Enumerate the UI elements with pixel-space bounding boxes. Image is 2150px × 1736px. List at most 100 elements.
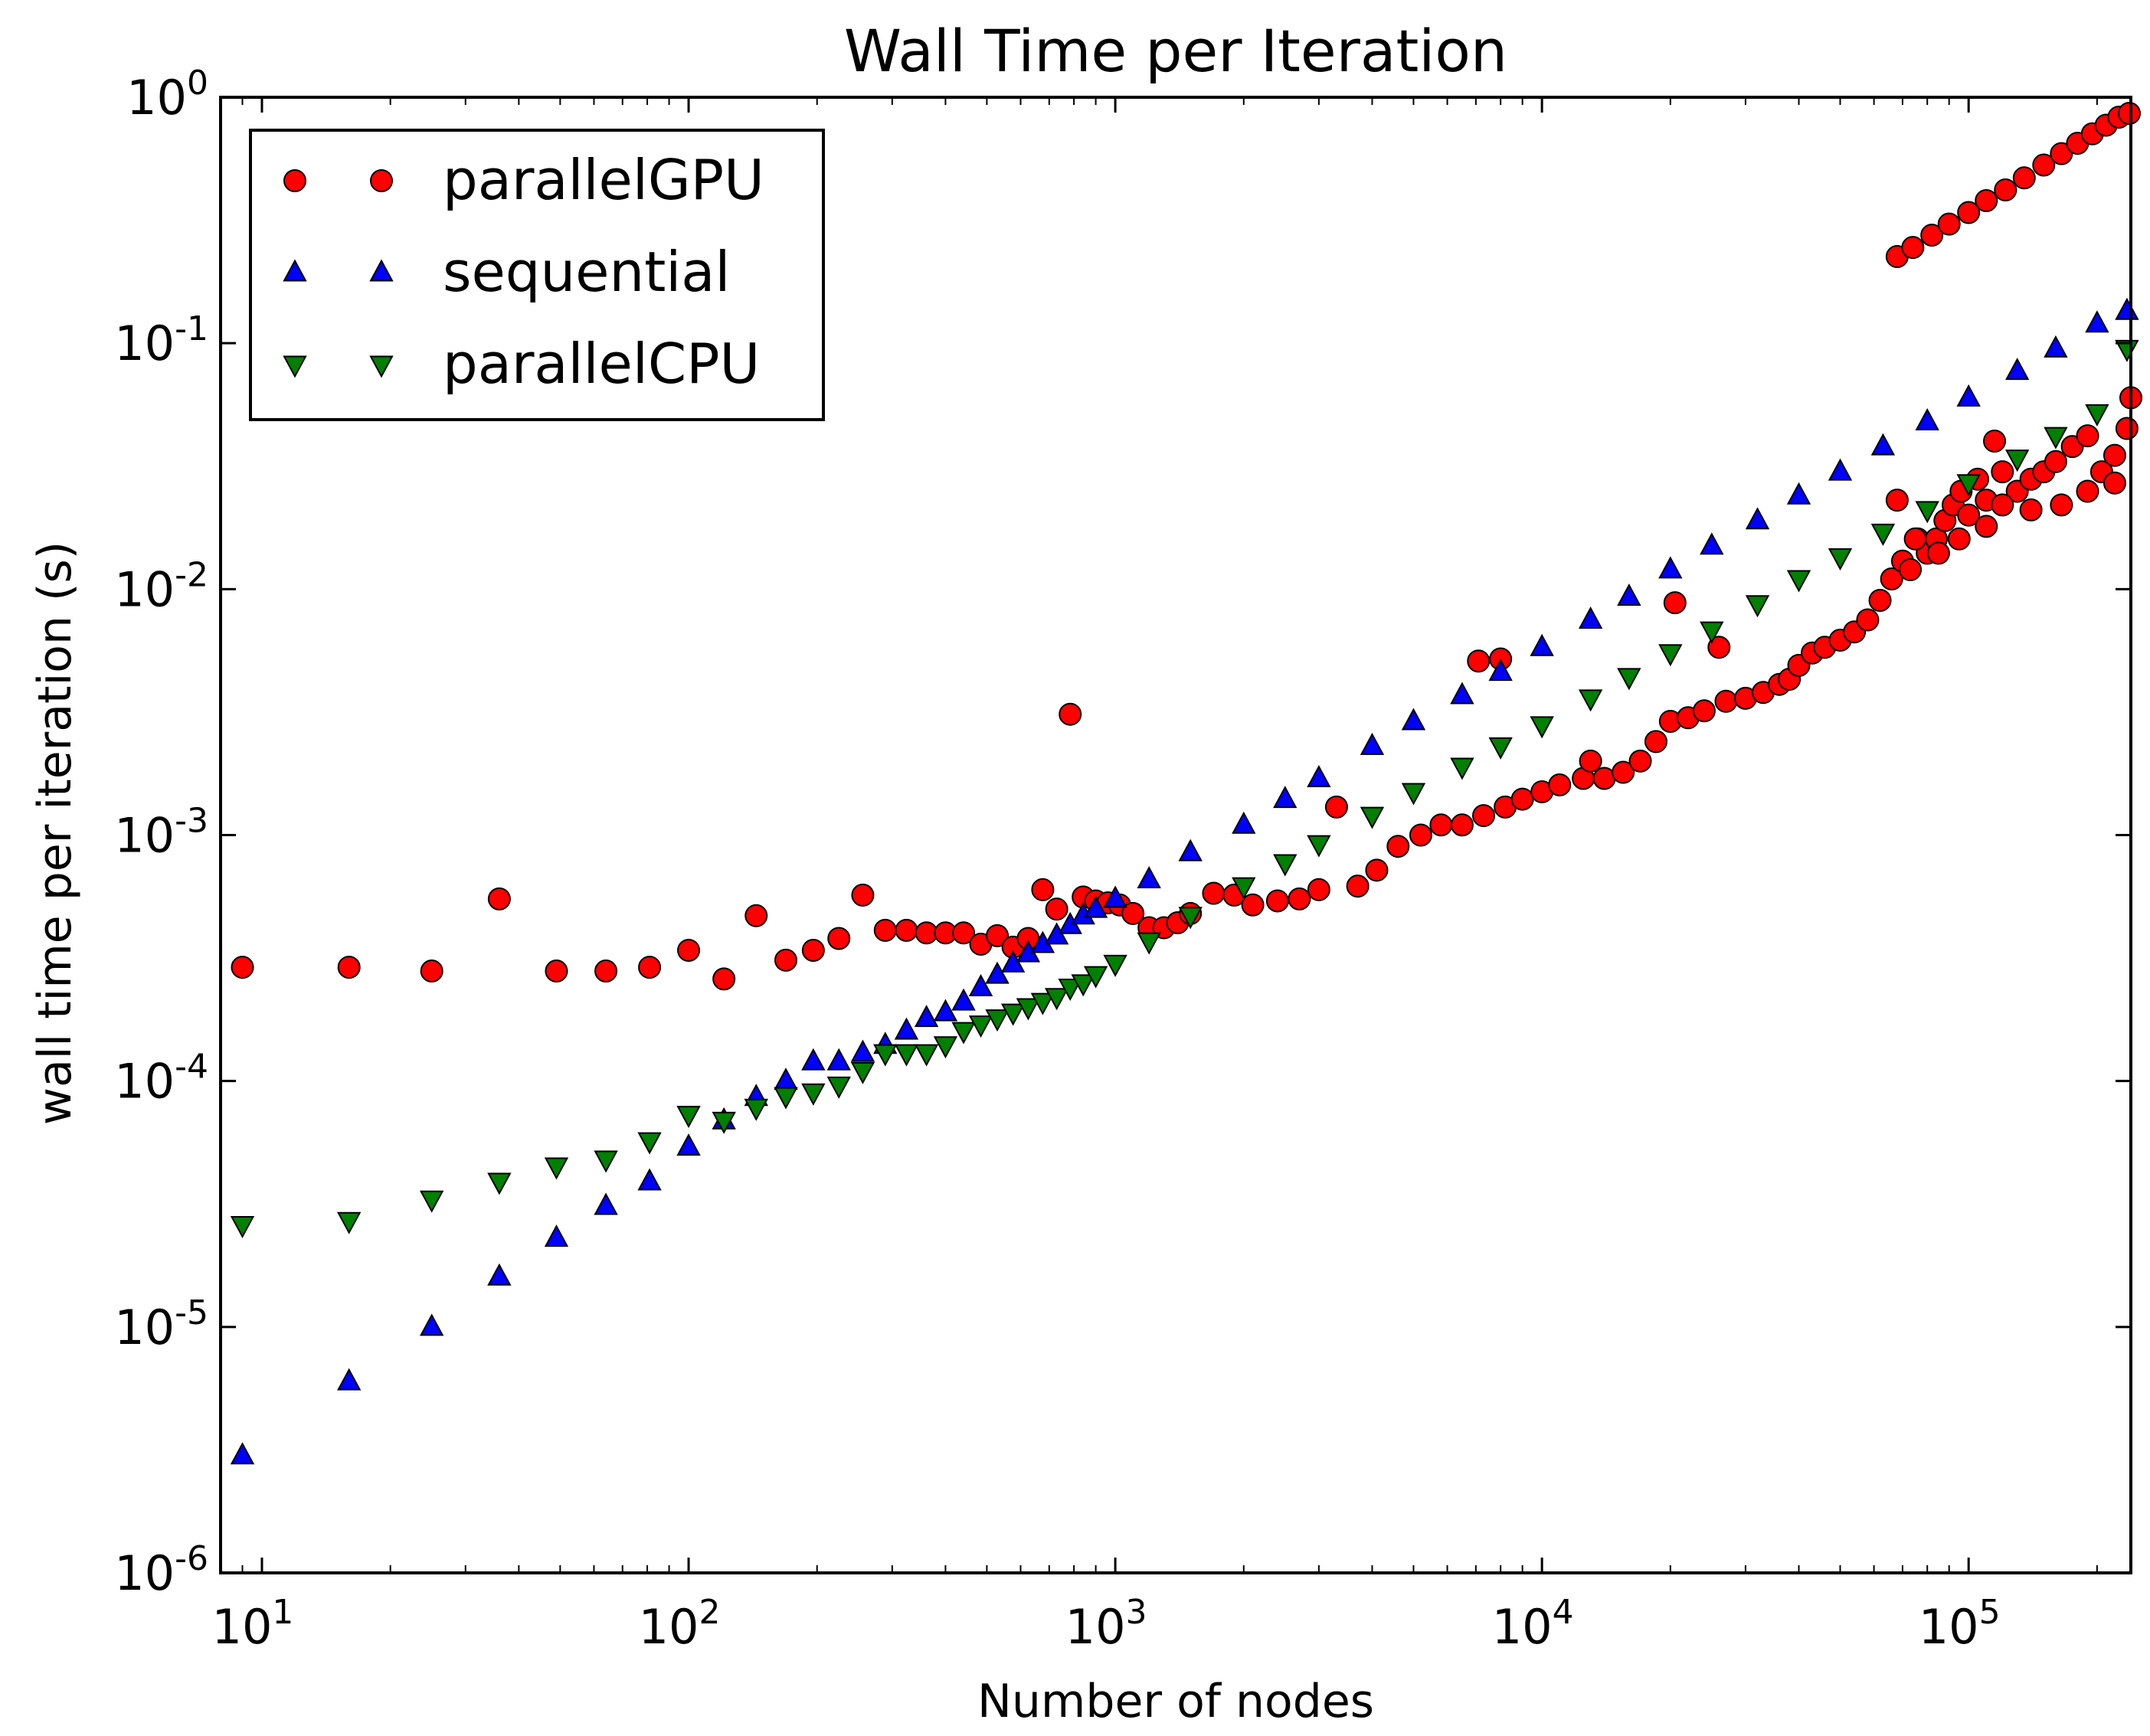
sequential-point bbox=[1273, 786, 1298, 809]
sequential-point bbox=[1083, 895, 1108, 918]
parallelGPU-point bbox=[2050, 493, 2073, 517]
sequential-point bbox=[774, 1067, 798, 1090]
parallelCPU-point bbox=[1530, 716, 1554, 739]
parallelCPU-point bbox=[1030, 992, 1055, 1015]
parallelGPU-point bbox=[1975, 188, 1998, 212]
parallelGPU-point bbox=[801, 938, 825, 962]
sequential-point bbox=[1745, 507, 1770, 530]
parallelGPU-point bbox=[1386, 835, 1410, 858]
parallelGPU-point bbox=[1644, 730, 1667, 754]
sequential-point bbox=[1870, 433, 1896, 456]
parallelGPU-point bbox=[1409, 823, 1432, 847]
parallelCPU-point bbox=[1658, 644, 1683, 667]
parallelCPU-point bbox=[1450, 757, 1474, 780]
parallelCPU-point bbox=[1000, 1003, 1026, 1026]
parallelGPU-point bbox=[915, 921, 938, 945]
parallelCPU-point bbox=[933, 1036, 958, 1059]
parallelGPU-point bbox=[2076, 424, 2099, 448]
parallelCPU-point bbox=[968, 1015, 993, 1038]
parallelGPU-point bbox=[1324, 795, 1348, 819]
sequential-point bbox=[2044, 335, 2068, 358]
parallelGPU-point bbox=[1346, 875, 1370, 898]
parallelGPU-point bbox=[1663, 591, 1687, 615]
parallelCPU-point bbox=[850, 1061, 875, 1084]
parallelCPU-point bbox=[826, 1076, 851, 1099]
parallelCPU-point bbox=[1232, 877, 1256, 900]
parallelGPU-point bbox=[2103, 443, 2126, 467]
parallelGPU-point bbox=[1880, 567, 1903, 591]
data-marks bbox=[230, 102, 2142, 1465]
parallelGPU-point bbox=[774, 948, 797, 972]
parallelGPU-point bbox=[638, 956, 662, 979]
parallelGPU-point bbox=[873, 918, 897, 942]
x-tick-label: 101 bbox=[212, 1593, 294, 1655]
sequential-point bbox=[1578, 606, 1603, 629]
parallelGPU-point bbox=[1121, 901, 1145, 925]
sequential-point bbox=[801, 1048, 826, 1071]
sequential-point bbox=[419, 1313, 444, 1336]
sequential-point bbox=[637, 1168, 662, 1191]
parallelGPU-point bbox=[1885, 489, 1909, 512]
legend-box bbox=[249, 129, 825, 421]
sequential-point bbox=[1137, 865, 1161, 888]
parallelGPU-point bbox=[1983, 429, 2007, 453]
parallelGPU-point bbox=[1692, 699, 1716, 723]
parallelCPU-point bbox=[1273, 854, 1298, 877]
chart-title: Wall Time per Iteration bbox=[844, 17, 1507, 85]
sequential-point bbox=[2085, 310, 2109, 333]
sequential-point bbox=[1700, 532, 1724, 555]
parallelGPU-point bbox=[2076, 479, 2099, 503]
sequential-point bbox=[487, 1263, 512, 1286]
parallelCPU-point bbox=[1103, 954, 1127, 977]
parallelGPU-point bbox=[545, 960, 568, 983]
parallelGPU-point bbox=[1937, 212, 1961, 236]
parallelGPU-point bbox=[712, 967, 736, 991]
sequential-point bbox=[1956, 384, 1981, 407]
parallelGPU-point bbox=[2115, 417, 2139, 440]
parallelGPU-point bbox=[1467, 649, 1491, 673]
parallelGPU-point bbox=[1714, 689, 1738, 713]
parallelCPU-point bbox=[1137, 932, 1161, 955]
parallelCPU-point bbox=[2085, 404, 2109, 427]
sequential-point bbox=[1450, 682, 1474, 705]
y-tick-label: 10-2 bbox=[114, 555, 208, 617]
legend-marker-parallelCPU bbox=[283, 355, 307, 378]
parallelGPU-point bbox=[1899, 557, 1923, 581]
parallelGPU-point bbox=[952, 921, 976, 945]
sequential-point bbox=[1307, 764, 1331, 787]
parallelCPU-point bbox=[1044, 988, 1069, 1011]
y-tick-label: 10-1 bbox=[114, 309, 208, 371]
sequential-point bbox=[676, 1133, 701, 1156]
parallelCPU-point bbox=[1083, 966, 1108, 989]
parallelGPU-point bbox=[1903, 527, 1927, 551]
sequential-point bbox=[1103, 885, 1127, 908]
sequential-point bbox=[1401, 708, 1426, 731]
y-tick-label: 10-5 bbox=[114, 1293, 208, 1355]
parallelGPU-point bbox=[1920, 224, 1944, 247]
parallelCPU-point bbox=[487, 1172, 512, 1195]
parallelGPU-point bbox=[231, 956, 254, 979]
y-tick-label: 100 bbox=[126, 64, 208, 126]
parallelCPU-point bbox=[801, 1083, 826, 1106]
parallelGPU-point bbox=[1548, 773, 1572, 796]
parallelCPU-point bbox=[1956, 474, 1981, 497]
parallelCPU-point bbox=[544, 1157, 569, 1180]
x-tick-label: 102 bbox=[639, 1593, 721, 1655]
parallelCPU-point bbox=[637, 1132, 662, 1155]
x-ticks: 101 102 103 104 105 bbox=[212, 97, 2098, 1655]
legend-items: parallelGPU sequential parallelCPU bbox=[283, 148, 764, 396]
parallelGPU-point bbox=[1994, 178, 2017, 201]
parallelCPU-point bbox=[337, 1211, 362, 1234]
sequential-point bbox=[914, 1005, 939, 1028]
legend: parallelGPU sequential parallelCPU bbox=[249, 129, 825, 421]
parallelGPU-point bbox=[337, 956, 361, 979]
parallelGPU-point bbox=[895, 918, 918, 942]
parallelCPU-point bbox=[1870, 523, 1896, 546]
parallelGPU-point bbox=[1947, 527, 1971, 551]
sequential-point bbox=[894, 1017, 919, 1040]
legend-marker-parallelCPU bbox=[369, 355, 394, 378]
parallelCPU-point bbox=[744, 1098, 768, 1121]
parallelGPU-point bbox=[2012, 166, 2036, 190]
parallelCPU-point bbox=[1700, 621, 1724, 644]
parallelGPU-point bbox=[594, 960, 618, 983]
